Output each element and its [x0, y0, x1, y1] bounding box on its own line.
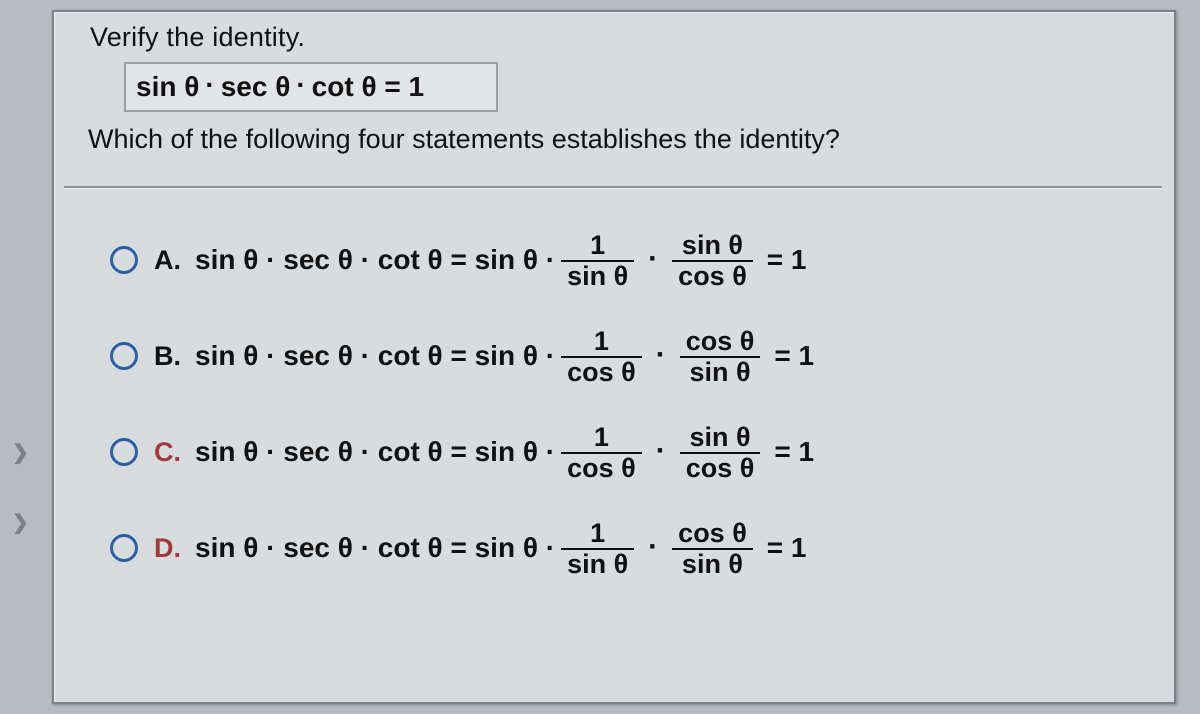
option-a-letter: A.	[154, 245, 181, 276]
option-d[interactable]: D. sin θ · sec θ · cot θ = sin θ · 1 sin…	[64, 500, 1162, 596]
option-c-expression: sin θ · sec θ · cot θ = sin θ · 1 cos θ …	[195, 422, 822, 481]
fraction-b1: 1 cos θ	[561, 327, 642, 386]
fraction-d2: cos θ sin θ	[672, 519, 753, 578]
nav-chevron-1: ❯	[12, 440, 29, 465]
prompt-text: Verify the identity.	[90, 22, 305, 53]
problem-header: Verify the identity. sin θ·sec θ·cot θ =…	[64, 18, 914, 184]
dot-icon: ·	[656, 434, 666, 468]
dot-icon: ·	[656, 338, 666, 372]
section-divider	[64, 186, 1162, 188]
dot-icon: ·	[648, 530, 658, 564]
option-b-expression: sin θ · sec θ · cot θ = sin θ · 1 cos θ …	[195, 326, 822, 385]
fraction-a2: sin θ cos θ	[672, 231, 753, 290]
fraction-c2: sin θ cos θ	[680, 423, 761, 482]
nav-chevron-2: ❯	[12, 510, 29, 535]
identity-expression: sin θ·sec θ·cot θ = 1	[124, 62, 498, 112]
fraction-b2: cos θ sin θ	[680, 327, 761, 386]
option-c-letter: C.	[154, 437, 181, 468]
radio-c[interactable]	[110, 438, 138, 466]
rhs: = 1	[767, 532, 807, 564]
lhs: sin θ · sec θ · cot θ = sin θ ·	[195, 244, 555, 276]
option-c[interactable]: C. sin θ · sec θ · cot θ = sin θ · 1 cos…	[64, 404, 1162, 500]
option-d-letter: D.	[154, 533, 181, 564]
radio-d[interactable]	[110, 534, 138, 562]
question-text: Which of the following four statements e…	[88, 124, 840, 155]
option-b[interactable]: B. sin θ · sec θ · cot θ = sin θ · 1 cos…	[64, 308, 1162, 404]
identity-text: sin θ·sec θ·cot θ = 1	[136, 71, 424, 103]
option-a-expression: sin θ · sec θ · cot θ = sin θ · 1 sin θ …	[195, 230, 815, 289]
fraction-a1: 1 sin θ	[561, 231, 634, 290]
fraction-c1: 1 cos θ	[561, 423, 642, 482]
option-a[interactable]: A. sin θ · sec θ · cot θ = sin θ · 1 sin…	[64, 212, 1162, 308]
lhs: sin θ · sec θ · cot θ = sin θ ·	[195, 340, 555, 372]
fraction-d1: 1 sin θ	[561, 519, 634, 578]
options-list: A. sin θ · sec θ · cot θ = sin θ · 1 sin…	[64, 212, 1162, 596]
option-d-expression: sin θ · sec θ · cot θ = sin θ · 1 sin θ …	[195, 518, 815, 577]
rhs: = 1	[774, 436, 814, 468]
lhs: sin θ · sec θ · cot θ = sin θ ·	[195, 532, 555, 564]
rhs: = 1	[774, 340, 814, 372]
rhs: = 1	[767, 244, 807, 276]
dot-icon: ·	[648, 242, 658, 276]
option-b-letter: B.	[154, 341, 181, 372]
question-panel: Verify the identity. sin θ·sec θ·cot θ =…	[52, 10, 1176, 704]
lhs: sin θ · sec θ · cot θ = sin θ ·	[195, 436, 555, 468]
radio-b[interactable]	[110, 342, 138, 370]
radio-a[interactable]	[110, 246, 138, 274]
